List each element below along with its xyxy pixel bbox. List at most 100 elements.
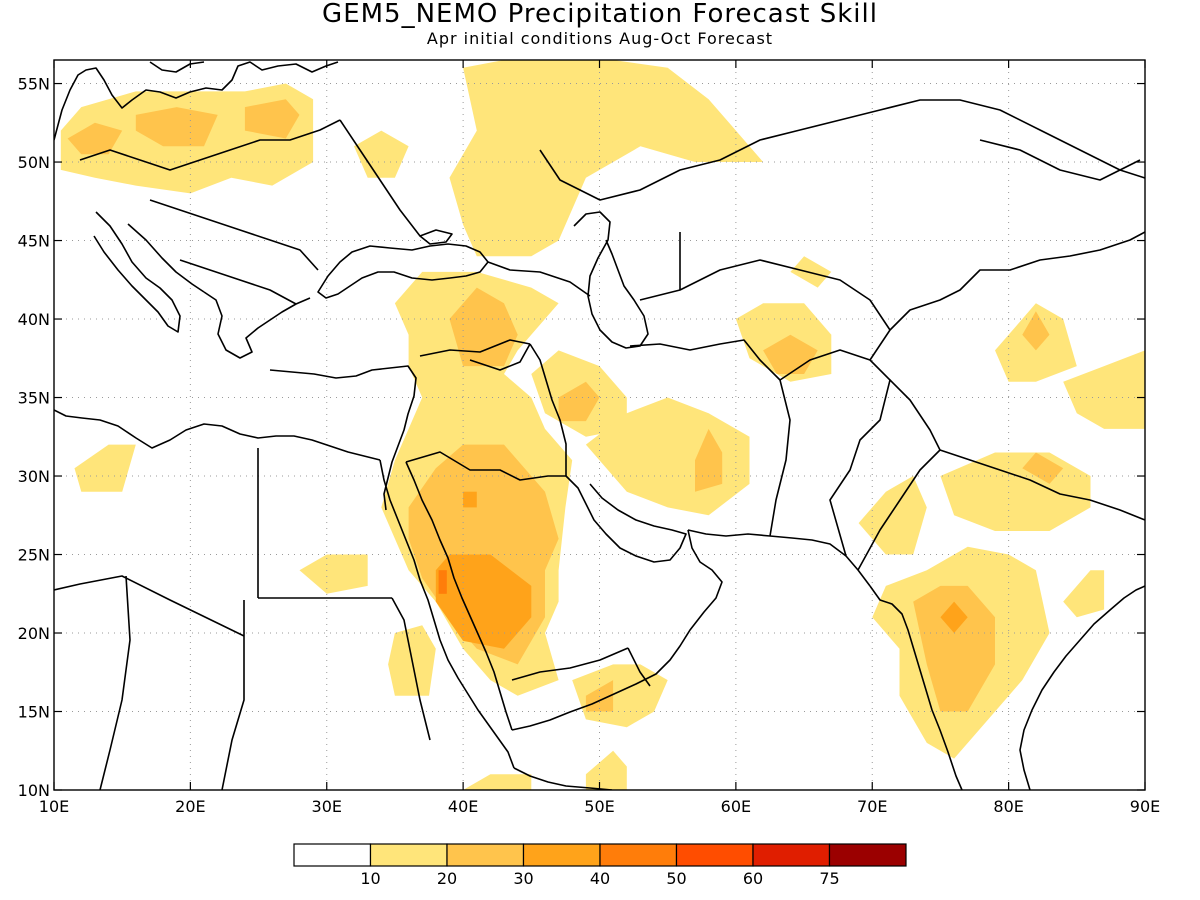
x-tick-label: 30E (312, 797, 342, 816)
map-subtitle: Apr initial conditions Aug-Oct Forecast (427, 29, 773, 48)
coastline-black-sea (317, 243, 489, 299)
skill-region (1022, 452, 1064, 484)
map-title: GEM5_NEMO Precipitation Forecast Skill (322, 0, 878, 29)
colorbar-swatch (446, 843, 525, 867)
y-tick-label: 30N (18, 467, 50, 486)
y-tick-label: 10N (18, 781, 50, 800)
colorbar-label: 30 (513, 869, 533, 888)
skill-region (1063, 570, 1105, 618)
skill-region (463, 491, 477, 508)
coastline-red-sea-east (405, 461, 513, 731)
x-tick-label: 20E (175, 797, 205, 816)
skill-region (858, 476, 927, 555)
border-sudan-east (391, 597, 431, 741)
border-caucasus (487, 261, 591, 297)
skill-region (135, 107, 218, 147)
skill-region (299, 554, 368, 594)
border-balkans-south (179, 259, 297, 305)
skill-region (449, 287, 518, 367)
skill-region (940, 601, 968, 633)
coastline-caspian (573, 211, 649, 349)
coastline-azov (419, 229, 453, 245)
axis-ticks: 10E 20E 30E 40E 50E 60E 70E 80E 90E 10N 15N 20N 25N 3… (18, 60, 1160, 816)
coastline-greece (203, 291, 311, 359)
border-europe-central (79, 119, 341, 171)
colorbar-label: 50 (666, 869, 686, 888)
coastline-india-west (869, 585, 963, 790)
border-iran-turkmen (629, 339, 781, 381)
border-africa-west (99, 575, 131, 790)
colorbar-swatch (522, 843, 601, 867)
border-india-nepal (939, 449, 1145, 521)
border-ukraine-russia (339, 119, 421, 237)
skill-region (435, 554, 532, 649)
border-iraq-syria (469, 343, 531, 371)
y-tick-label: 20N (18, 624, 50, 643)
y-tick-label: 25N (18, 546, 50, 565)
y-tick-label: 35N (18, 389, 50, 408)
coastline-arabia-south (511, 529, 723, 731)
y-tick-label: 40N (18, 310, 50, 329)
border-mongolia (979, 139, 1141, 181)
skill-region (1063, 350, 1145, 429)
coastline-horn (513, 767, 613, 790)
coastline-scandinavia (149, 61, 205, 73)
border-afghan-pakistan (779, 349, 891, 557)
border-iran-afghan (769, 379, 791, 537)
x-tick-label: 50E (584, 797, 614, 816)
colorbar-swatch (828, 843, 907, 867)
border-kazakh-russia (539, 99, 1145, 201)
skill-region (244, 99, 300, 139)
skill-shading-layer (60, 60, 1145, 790)
colorbar-label: 20 (437, 869, 457, 888)
x-tick-label: 10E (39, 797, 69, 816)
skill-region (438, 570, 447, 594)
coastline-iran-south (687, 529, 871, 587)
x-tick-label: 80E (993, 797, 1023, 816)
skill-region (354, 130, 409, 178)
colorbar-label: 40 (590, 869, 610, 888)
skill-region (913, 585, 995, 712)
coastline-india-east (1019, 585, 1145, 790)
border-oman-yemen (627, 647, 651, 687)
border-chad-sudan (221, 600, 245, 790)
skill-region (67, 122, 123, 155)
colorbar-label: 10 (360, 869, 380, 888)
border-saudi-north (405, 451, 566, 481)
x-tick-label: 70E (857, 797, 887, 816)
border-saudi-yemen (511, 647, 629, 681)
border-china-west (869, 231, 1145, 361)
colorbar-swatch (369, 843, 448, 867)
skill-region (74, 444, 136, 492)
coastline-persian-gulf (565, 475, 687, 563)
skill-region (558, 381, 600, 422)
border-libya-chad (54, 575, 245, 637)
skill-region (1022, 311, 1050, 351)
colorbar-swatch (752, 843, 831, 867)
coastline-levant (269, 365, 417, 511)
border-pakistan-india (857, 379, 941, 571)
coastline-and-borders (54, 61, 1145, 790)
border-turkey-syria (419, 339, 531, 357)
border-kazakh-south (639, 259, 891, 331)
x-tick-label: 60E (721, 797, 751, 816)
coastline-red-sea-west (379, 459, 515, 769)
coastline-north-africa (54, 409, 381, 461)
colorbar: 10 20 30 40 50 60 75 (293, 843, 907, 888)
y-tick-label: 45N (18, 232, 50, 251)
skill-region (463, 774, 532, 790)
coastline-europe-north (54, 61, 339, 141)
skill-region (695, 428, 723, 492)
colorbar-swatch (599, 843, 678, 867)
border-balkans (149, 199, 319, 271)
coastline-adriatic (127, 223, 205, 293)
x-tick-label: 40E (448, 797, 478, 816)
skill-region (449, 60, 764, 257)
x-tick-label: 90E (1130, 797, 1160, 816)
colorbar-label: 75 (819, 869, 839, 888)
skill-region (940, 452, 1091, 531)
border-iraq-iran (529, 343, 567, 476)
colorbar-swatch (675, 843, 754, 867)
colorbar-swatch (293, 843, 372, 867)
